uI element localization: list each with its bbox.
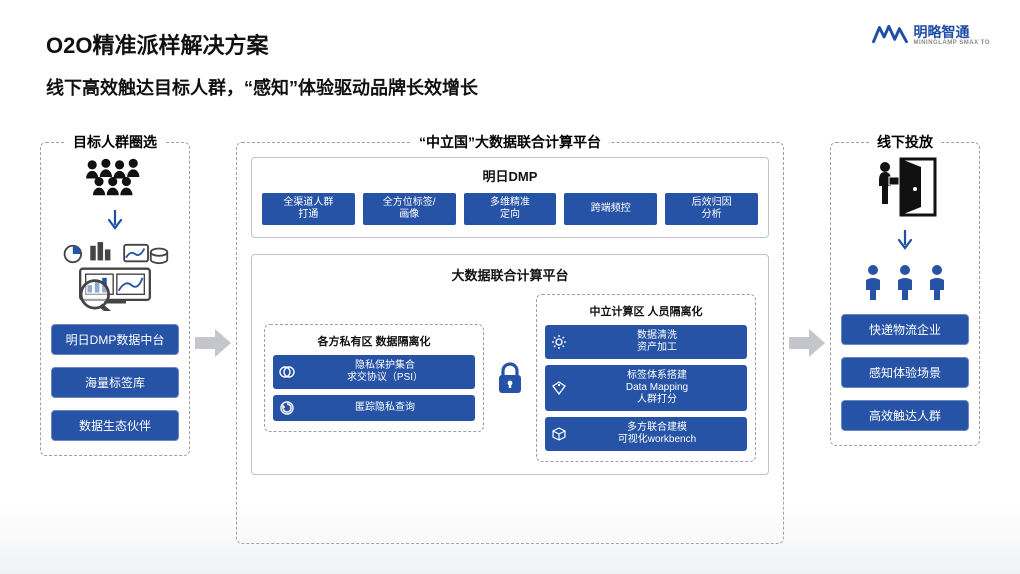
- delivery-icon: [871, 155, 939, 224]
- center-dashbox: “中立国”大数据联合计算平台 明日DMP 全渠道人群打通 全方位标签/画像 多维…: [236, 142, 784, 544]
- center-section-title: “中立国”大数据联合计算平台: [411, 132, 609, 152]
- neutral-chip-1: 标签体系搭建Data Mapping人群打分: [545, 365, 747, 411]
- cube-icon: [551, 426, 567, 442]
- lock-icon: [492, 359, 528, 397]
- dmp-tag-3: 跨端频控: [564, 193, 657, 225]
- right-pill-2: 高效触达人群: [841, 400, 969, 431]
- down-arrow-icon: [108, 210, 122, 234]
- crowd-icon: [77, 155, 153, 204]
- tag-icon: [551, 380, 567, 396]
- dmp-tag-1: 全方位标签/画像: [363, 193, 456, 225]
- compute-title: 大数据联合计算平台: [264, 265, 756, 284]
- private-zone-box: 各方私有区 数据隔离化 隐私保护集合求交协议（PSI） 匿踪隐私查询: [264, 324, 484, 432]
- right-section-title: 线下投放: [869, 132, 941, 152]
- left-pill-1: 海量标签库: [51, 367, 179, 398]
- right-dashbox: 线下投放 快递物流企业: [830, 142, 980, 446]
- slide-header: O2O精准派样解决方案 线下高效触达目标人群，“感知”体验驱动品牌长效增长: [0, 0, 1020, 108]
- slide-title: O2O精准派样解决方案: [46, 28, 974, 60]
- refresh-icon: [279, 400, 295, 416]
- right-section: 线下投放 快递物流企业: [830, 142, 980, 544]
- analytics-icon: [51, 240, 179, 312]
- dmp-tag-2: 多维精准定向: [464, 193, 557, 225]
- left-dashbox: 目标人群圈选: [40, 142, 190, 456]
- center-section: “中立国”大数据联合计算平台 明日DMP 全渠道人群打通 全方位标签/画像 多维…: [236, 142, 784, 544]
- arrow-right-icon: [784, 142, 830, 544]
- right-pill-1: 感知体验场景: [841, 357, 969, 388]
- audience-icon: [862, 264, 948, 300]
- left-section-title: 目标人群圈选: [65, 132, 165, 152]
- right-pill-0: 快递物流企业: [841, 314, 969, 345]
- dmp-tag-4: 后效归因分析: [665, 193, 758, 225]
- slide-subtitle: 线下高效触达目标人群，“感知”体验驱动品牌长效增长: [46, 74, 974, 100]
- private-chip-0: 隐私保护集合求交协议（PSI）: [273, 355, 475, 389]
- left-pill-2: 数据生态伙伴: [51, 410, 179, 441]
- dmp-box: 明日DMP 全渠道人群打通 全方位标签/画像 多维精准定向 跨端频控 后效归因分…: [251, 157, 769, 238]
- diagram-canvas: 目标人群圈选: [40, 142, 980, 544]
- compute-box: 大数据联合计算平台 各方私有区 数据隔离化 隐私保护集合求交协议（PSI）: [251, 254, 769, 475]
- neutral-zone-title: 中立计算区 人员隔离化: [545, 303, 747, 319]
- intersect-icon: [279, 364, 295, 380]
- left-section: 目标人群圈选: [40, 142, 190, 544]
- logo-text: 明略智通: [914, 22, 990, 42]
- dmp-tag-0: 全渠道人群打通: [262, 193, 355, 225]
- neutral-zone-box: 中立计算区 人员隔离化 数据清洗资产加工 标签体系搭建Data Mapping: [536, 294, 756, 462]
- private-chip-1: 匿踪隐私查询: [273, 395, 475, 421]
- arrow-right-icon: [190, 142, 236, 544]
- neutral-chip-0: 数据清洗资产加工: [545, 325, 747, 359]
- dmp-tag-row: 全渠道人群打通 全方位标签/画像 多维精准定向 跨端频控 后效归因分析: [262, 193, 758, 225]
- left-pill-0: 明日DMP数据中台: [51, 324, 179, 355]
- logo-mark-icon: [872, 24, 908, 44]
- gear-icon: [551, 334, 567, 350]
- down-arrow-icon: [898, 230, 912, 254]
- dmp-title: 明日DMP: [262, 166, 758, 185]
- neutral-chip-2: 多方联合建模可视化workbench: [545, 417, 747, 451]
- logo-subtext: MININGLAMP SMAX TO: [914, 40, 990, 46]
- private-zone-title: 各方私有区 数据隔离化: [273, 333, 475, 349]
- brand-logo: 明略智通 MININGLAMP SMAX TO: [872, 22, 990, 46]
